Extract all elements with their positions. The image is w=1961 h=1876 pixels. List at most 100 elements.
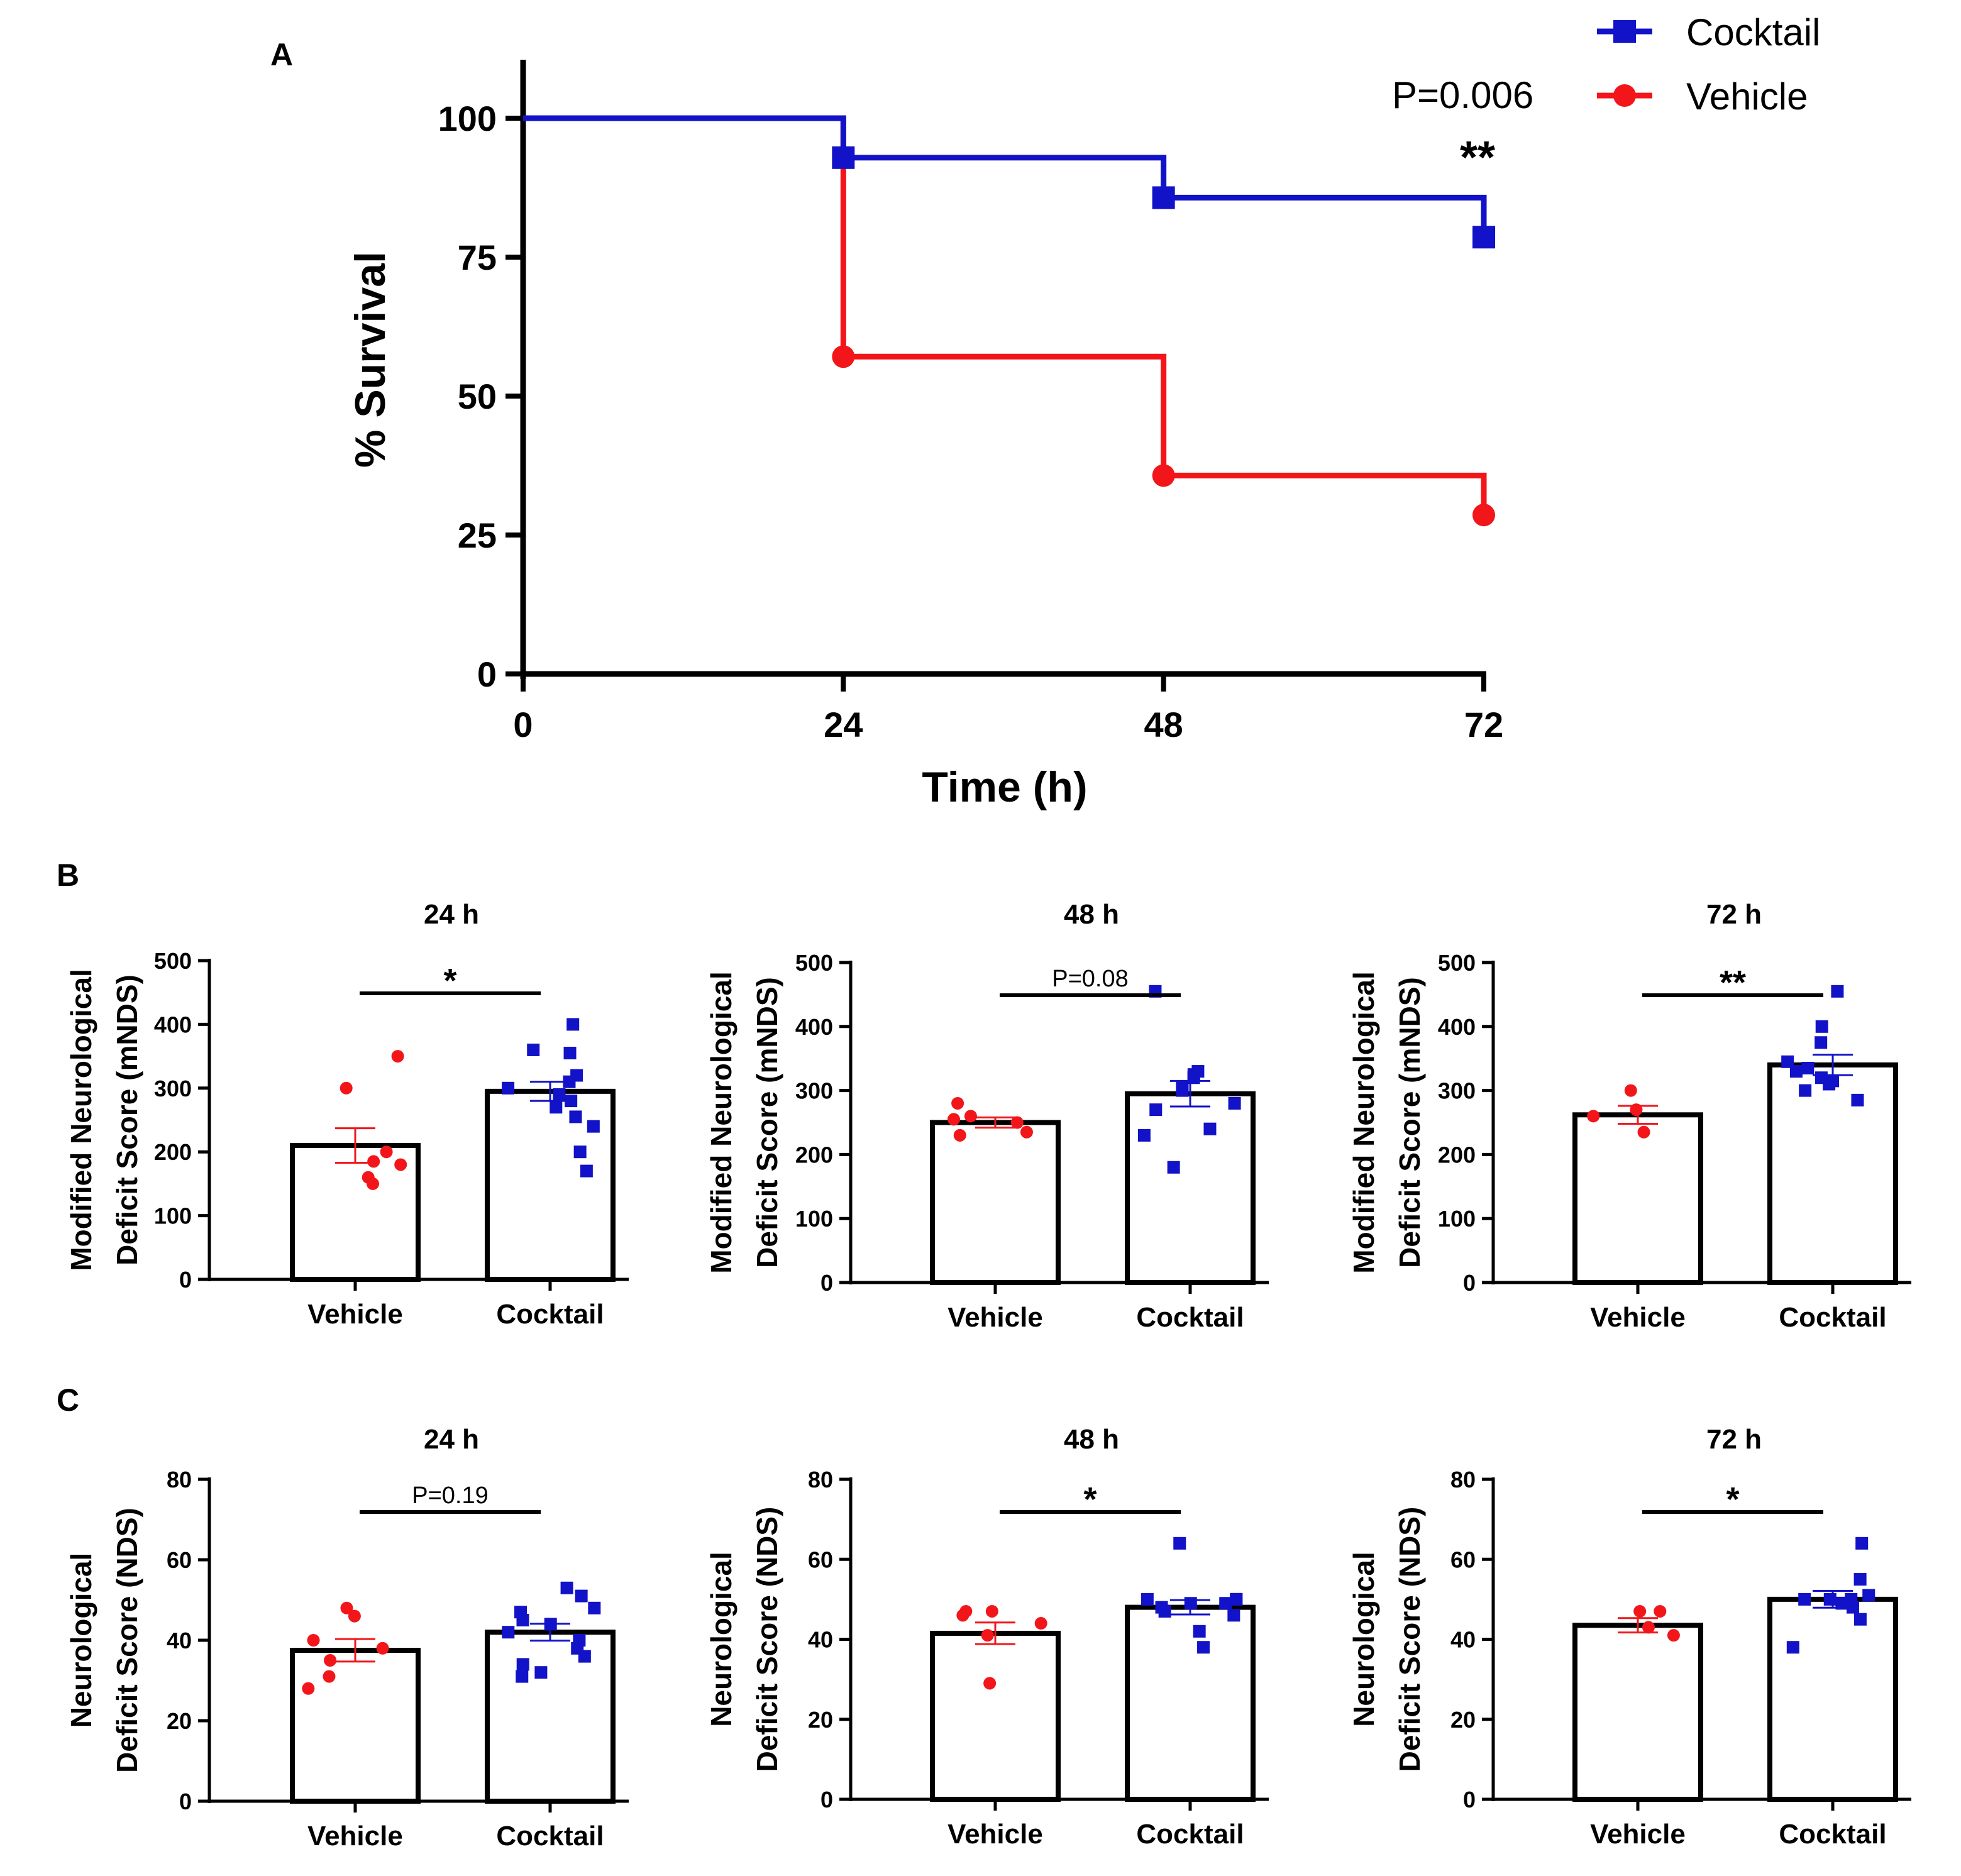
data-point-vehicle (1587, 1110, 1600, 1123)
y-tick-label: 0 (820, 1787, 833, 1813)
data-point-cocktail (560, 1581, 573, 1594)
legend-label: Cocktail (1686, 11, 1820, 53)
data-point-vehicle (302, 1682, 315, 1695)
panel-label: A (270, 37, 293, 72)
data-point-cocktail (565, 1095, 578, 1108)
significance-label: * (1083, 1481, 1097, 1518)
y-tick-label: 80 (808, 1467, 833, 1493)
data-point-vehicle (323, 1670, 336, 1683)
y-tick-label: 500 (1438, 950, 1476, 976)
y-tick-label: 75 (458, 238, 497, 277)
data-point-vehicle (348, 1609, 361, 1623)
data-point-vehicle (1633, 1604, 1647, 1618)
data-point-vehicle (391, 1050, 404, 1063)
significance-label: P=0.08 (1052, 966, 1129, 992)
y-tick-label: 400 (154, 1012, 192, 1037)
data-point-cocktail (1197, 1641, 1210, 1654)
data-point-cocktail (553, 1088, 566, 1101)
y-tick-label: 0 (179, 1267, 192, 1293)
y-tick-label: 40 (808, 1627, 833, 1653)
data-point-cocktail (1853, 1613, 1867, 1626)
y-tick-label: 100 (795, 1206, 833, 1232)
data-point-vehicle (985, 1604, 998, 1618)
y-tick-label: 300 (795, 1078, 833, 1104)
x-tick-label: Cocktail (496, 1299, 604, 1330)
data-point-vehicle (1630, 1103, 1643, 1117)
p-value-label: P=0.006 (1392, 74, 1533, 116)
survival-marker-square (832, 146, 855, 169)
y-tick-label: 20 (167, 1708, 192, 1734)
significance-label: P=0.19 (412, 1482, 489, 1509)
x-tick-label: Cocktail (496, 1821, 604, 1851)
x-tick-label: Cocktail (1779, 1819, 1886, 1850)
legend-marker-square (1613, 20, 1636, 43)
data-point-cocktail (575, 1589, 588, 1603)
panel-title: 72 h (1706, 899, 1762, 930)
data-point-cocktail (1155, 1601, 1168, 1614)
data-point-vehicle (1667, 1629, 1680, 1642)
data-point-cocktail (1176, 1081, 1189, 1094)
y-tick-label: 400 (795, 1014, 833, 1040)
data-point-vehicle (953, 1128, 966, 1142)
data-point-cocktail (1191, 1065, 1205, 1078)
data-point-vehicle (394, 1158, 407, 1171)
data-point-vehicle (1637, 1125, 1650, 1139)
y-tick-label: 300 (1438, 1078, 1476, 1104)
bar-panel-C3: 72 h Neurological Deficit Score (NDS) 0 20 40… (1347, 1424, 1911, 1850)
data-point-cocktail (534, 1666, 548, 1679)
panel-title: 48 h (1064, 1424, 1119, 1455)
data-point-cocktail (1801, 1061, 1815, 1074)
y-axis-label-line2: Deficit Score (NDS) (751, 1507, 783, 1772)
data-point-cocktail (1862, 1589, 1875, 1602)
x-tick-label: Vehicle (1590, 1302, 1686, 1333)
data-point-vehicle (1642, 1621, 1655, 1634)
x-tick-label: Vehicle (307, 1299, 403, 1330)
bar-panel-B2: 48 h Modified Neurological Deficit Score (… (705, 899, 1269, 1333)
y-axis-label-line2: Deficit Score (mNDS) (751, 977, 783, 1268)
panel-title: 24 h (424, 1424, 479, 1455)
data-point-vehicle (1624, 1084, 1637, 1097)
y-tick-label: 80 (1450, 1467, 1476, 1493)
y-axis-label-line1: Neurological (705, 1552, 737, 1727)
data-point-vehicle (340, 1081, 353, 1095)
data-point-cocktail (1173, 1537, 1186, 1550)
data-point-cocktail (563, 1047, 577, 1060)
x-axis-label: Time (h) (922, 763, 1087, 811)
panel-title: 72 h (1706, 1424, 1762, 1455)
significance-label: * (443, 962, 456, 1000)
data-point-cocktail (516, 1670, 529, 1683)
data-point-vehicle (1654, 1604, 1667, 1618)
data-point-cocktail (1798, 1592, 1811, 1606)
data-point-cocktail (516, 1658, 529, 1671)
y-tick-label: 100 (1438, 1206, 1476, 1232)
y-axis-label-line1: Modified Neurological (705, 971, 737, 1273)
data-point-cocktail (1184, 1597, 1197, 1610)
y-tick-label: 100 (154, 1203, 192, 1229)
y-tick-label: 0 (477, 654, 497, 694)
data-point-vehicle (307, 1634, 320, 1647)
y-axis-label: % Survival (346, 251, 394, 468)
survival-marker-circle (832, 345, 855, 368)
data-point-cocktail (527, 1043, 540, 1056)
data-point-cocktail (570, 1069, 583, 1082)
data-point-cocktail (1815, 1071, 1828, 1084)
y-tick-label: 60 (1450, 1547, 1476, 1572)
data-point-cocktail (1826, 1074, 1840, 1088)
data-point-vehicle (983, 1677, 997, 1690)
data-point-cocktail (1855, 1537, 1869, 1550)
y-tick-label: 60 (808, 1547, 833, 1572)
y-tick-label: 400 (1438, 1014, 1476, 1040)
data-point-cocktail (1193, 1625, 1206, 1638)
y-tick-label: 100 (438, 99, 497, 138)
data-point-cocktail (1227, 1609, 1240, 1622)
data-point-cocktail (1786, 1641, 1799, 1654)
data-point-cocktail (550, 1101, 563, 1114)
x-tick-label: Cocktail (1779, 1302, 1886, 1333)
y-tick-label: 0 (179, 1789, 192, 1814)
y-tick-label: 0 (1463, 1270, 1476, 1296)
data-point-cocktail (502, 1081, 515, 1095)
x-tick-label: Vehicle (947, 1819, 1043, 1850)
data-point-cocktail (587, 1120, 600, 1133)
data-point-cocktail (588, 1601, 601, 1614)
